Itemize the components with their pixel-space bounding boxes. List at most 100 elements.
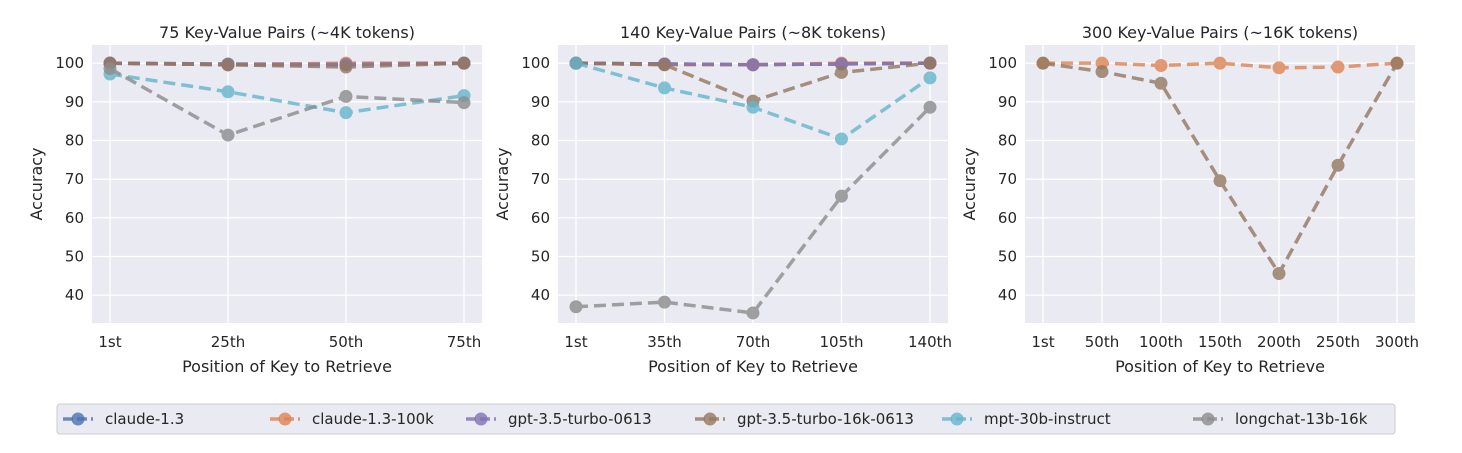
x-tick-label: 150th <box>1198 333 1242 351</box>
data-point <box>835 132 848 146</box>
y-tick-label: 40 <box>998 286 1017 304</box>
y-tick-label: 90 <box>998 93 1017 111</box>
x-tick-label: 70th <box>736 333 770 351</box>
x-tick-label: 140th <box>908 333 952 351</box>
data-point <box>1331 158 1345 172</box>
plot-area <box>92 45 482 323</box>
x-tick-label: 50th <box>1085 333 1119 351</box>
legend-label: mpt-30b-instruct <box>984 410 1111 428</box>
data-point <box>835 65 848 79</box>
y-tick-label: 90 <box>531 93 550 111</box>
legend-label: gpt-3.5-turbo-0613 <box>508 410 652 428</box>
y-axis-label: Accuracy <box>493 147 512 220</box>
series-line <box>109 61 465 69</box>
legend-item: longchat-13b-16k <box>1193 410 1368 428</box>
data-point <box>1154 58 1168 72</box>
data-point <box>1213 174 1227 188</box>
data-point <box>1390 56 1404 70</box>
legend-marker <box>703 412 717 426</box>
data-point <box>339 60 353 74</box>
data-point <box>835 189 848 203</box>
legend-item: gpt-3.5-turbo-0613 <box>466 410 652 428</box>
data-point <box>658 81 671 95</box>
y-tick-label: 60 <box>531 209 550 227</box>
data-point <box>746 100 760 114</box>
y-tick-label: 50 <box>65 247 84 265</box>
data-point <box>339 89 353 103</box>
legend-marker <box>1201 412 1215 426</box>
series-longchat-13b-16k <box>569 100 937 320</box>
data-point <box>746 58 760 72</box>
x-tick-label: 1st <box>98 333 121 351</box>
subplot-title: 140 Key-Value Pairs (~8K tokens) <box>620 23 886 42</box>
data-point <box>1272 267 1286 281</box>
y-tick-label: 70 <box>65 170 84 188</box>
y-tick-label: 60 <box>65 209 84 227</box>
legend-marker <box>950 412 964 426</box>
data-point <box>1213 56 1227 70</box>
y-tick-label: 40 <box>531 286 550 304</box>
x-tick-label: 75th <box>447 333 481 351</box>
data-point <box>1331 60 1345 74</box>
legend-label: longchat-13b-16k <box>1235 410 1368 428</box>
legend-label: claude-1.3 <box>105 410 184 428</box>
data-point <box>658 295 671 309</box>
series-longchat-13b-16k <box>103 62 471 142</box>
series-gpt-3.5-turbo-16k-0613 <box>1036 56 1404 281</box>
data-point <box>221 85 235 99</box>
data-point <box>923 56 937 70</box>
data-point <box>569 56 583 70</box>
x-tick-label: 1st <box>1031 333 1054 351</box>
y-tick-label: 80 <box>65 132 84 150</box>
data-point <box>923 100 937 114</box>
x-tick-label: 1st <box>564 333 587 351</box>
legend-label: gpt-3.5-turbo-16k-0613 <box>737 410 914 428</box>
x-axis-label: Position of Key to Retrieve <box>1115 357 1325 376</box>
data-point <box>221 128 235 142</box>
y-tick-label: 40 <box>65 286 84 304</box>
x-tick-label: 250th <box>1316 333 1360 351</box>
subplot-1: 40 50 60 70 80 90 100 1st 25th 50th 75th 75 Key-Val… <box>27 23 482 376</box>
y-tick-label: 100 <box>521 54 550 72</box>
data-point <box>658 58 671 72</box>
y-axis-label: Accuracy <box>960 147 979 220</box>
x-tick-label: 100th <box>1139 333 1183 351</box>
series-mpt-30b-instruct <box>569 56 937 146</box>
legend-label: claude-1.3-100k <box>312 410 434 428</box>
data-point <box>1272 61 1286 75</box>
y-axis-label: Accuracy <box>27 147 46 220</box>
legend-marker <box>474 412 488 426</box>
x-tick-label: 50th <box>329 333 363 351</box>
legend-item: mpt-30b-instruct <box>942 410 1111 428</box>
y-tick-label: 70 <box>998 170 1017 188</box>
data-point <box>339 106 353 120</box>
data-point <box>1154 76 1168 90</box>
subplot-2: 40 50 60 70 80 90 100 1st 35th 70th 105th 140th 140 … <box>493 23 952 376</box>
y-tick-label: 70 <box>531 170 550 188</box>
data-point <box>221 58 235 72</box>
data-point <box>569 300 583 314</box>
y-tick-label: 50 <box>998 247 1017 265</box>
y-tick-label: 90 <box>65 93 84 111</box>
data-point <box>1036 56 1050 70</box>
legend-marker <box>71 412 85 426</box>
legend-marker <box>278 412 292 426</box>
y-tick-label: 80 <box>531 132 550 150</box>
legend-box <box>56 403 1396 435</box>
y-tick-label: 60 <box>998 209 1017 227</box>
data-point <box>103 62 117 76</box>
x-tick-label: 35th <box>647 333 681 351</box>
subplot-3: 40 50 60 70 80 90 100 1st 50th 100th 150th 200th 250… <box>960 23 1419 376</box>
y-tick-label: 100 <box>55 54 84 72</box>
x-tick-label: 300th <box>1375 333 1419 351</box>
data-point <box>746 306 760 320</box>
legend-item: gpt-3.5-turbo-16k-0613 <box>695 410 914 428</box>
data-point <box>457 56 471 70</box>
y-tick-label: 50 <box>531 247 550 265</box>
series-line <box>575 106 932 315</box>
series-line <box>109 72 465 115</box>
y-tick-label: 100 <box>988 54 1017 72</box>
x-axis-label: Position of Key to Retrieve <box>648 357 858 376</box>
data-point <box>457 96 471 110</box>
